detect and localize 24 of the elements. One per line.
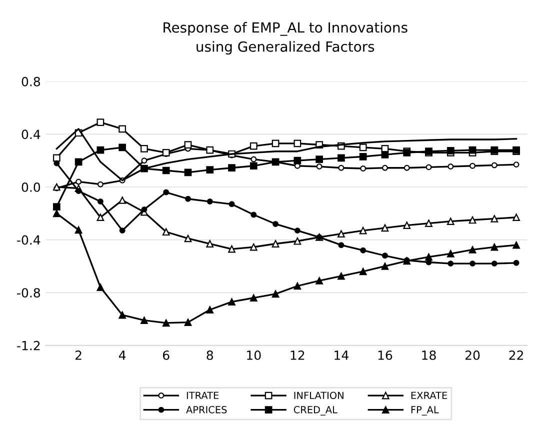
legend-label: FP_AL <box>411 406 439 416</box>
x-tick-label: 22 <box>509 350 523 360</box>
chart-title: Response of EMP_AL to Innovations using Generalized Factors <box>164 22 408 55</box>
y-tick-label: 0.0 <box>22 182 40 192</box>
x-tick-label: 8 <box>206 350 213 360</box>
y-tick-label: 0.4 <box>22 130 40 140</box>
x-tick-label: 14 <box>334 350 348 360</box>
x-tick-label: 18 <box>422 350 436 360</box>
x-tick-label: 16 <box>378 350 392 360</box>
y-tick-label: -1.2 <box>17 340 40 350</box>
y-tick-label: 0.8 <box>22 76 40 86</box>
x-tick-label: 2 <box>76 350 82 360</box>
x-tick-label: 6 <box>163 350 170 360</box>
y-tick-label: -0.4 <box>17 235 40 245</box>
y-tick-label: -0.8 <box>17 288 40 298</box>
x-tick-label: 12 <box>290 350 304 360</box>
x-tick-label: 10 <box>247 350 261 360</box>
legend-label: CRED_AL <box>294 406 338 416</box>
x-tick-label: 20 <box>465 350 480 360</box>
legend-label: APRICES <box>186 406 227 414</box>
legend-label: INFLATION <box>294 392 344 400</box>
legend-label: ITRATE <box>186 392 219 399</box>
legend-label: EXRATE <box>411 392 447 399</box>
x-tick-label: 4 <box>118 350 126 360</box>
